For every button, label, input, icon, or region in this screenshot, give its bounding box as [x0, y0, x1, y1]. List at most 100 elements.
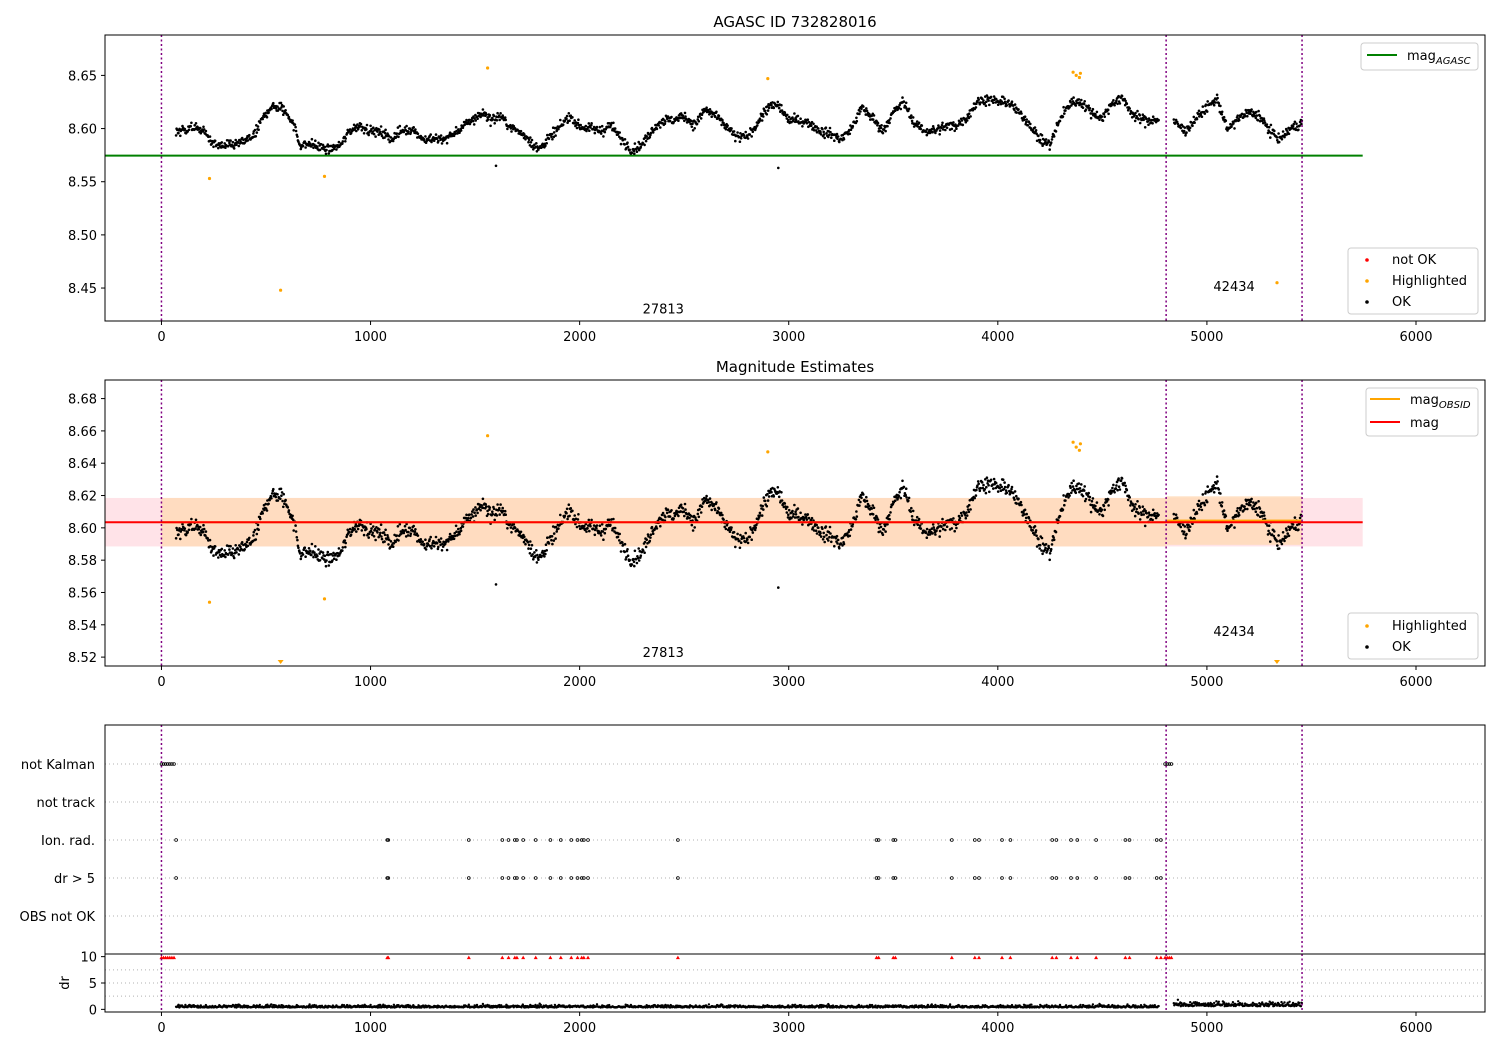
ok-points-point [976, 480, 980, 483]
ok-points-point [384, 528, 387, 532]
ok-points-point [1233, 526, 1236, 529]
ok-points-point [683, 111, 687, 115]
ok-points-point [1050, 543, 1054, 546]
ok-points-point [636, 556, 640, 560]
ok-points-point [744, 531, 747, 535]
flag-marker [512, 838, 517, 842]
ok-points-point [828, 525, 832, 529]
flag-marker [972, 876, 977, 880]
ok-points-point [600, 523, 604, 526]
ok-points-point [479, 508, 482, 512]
ok-points-point [713, 115, 717, 119]
ok-points-point [1250, 108, 1253, 111]
ok-points-point [234, 544, 237, 547]
ok-points-point [332, 557, 336, 560]
ok-points-point [1185, 532, 1188, 536]
ok-points-point [471, 515, 475, 518]
ok-points-point [482, 506, 485, 510]
ok-points-point [1239, 506, 1243, 510]
ok-points-point [797, 515, 800, 519]
ok-points-point [833, 139, 836, 142]
ok-points-point [1087, 104, 1090, 107]
ok-points-point [799, 511, 802, 515]
ok-points-point [380, 535, 383, 538]
ok-points-point [1123, 490, 1127, 494]
dr-point [269, 1005, 272, 1008]
ok-points-point [590, 518, 593, 522]
ok-points-point [994, 97, 998, 101]
ok-points-point [876, 121, 880, 125]
ok-points-point [1292, 122, 1296, 126]
ok-points-point [1133, 505, 1136, 509]
ok-points-point [412, 126, 416, 129]
ok-points-point [1025, 118, 1028, 121]
ok-points-point [327, 564, 331, 567]
ok-points-point [1112, 483, 1115, 487]
ok-points-point [527, 547, 530, 550]
ok-points-point [855, 119, 859, 123]
ok-points-point [563, 514, 567, 518]
ok-points-point [812, 129, 816, 132]
ok-points-point [537, 558, 540, 561]
ok-points-point [691, 529, 695, 532]
ok-points-point [1087, 491, 1090, 495]
flag-marker [893, 838, 898, 842]
ok-points-point [909, 116, 913, 120]
ok-points-point [183, 527, 187, 530]
ok-points-point [503, 116, 507, 119]
ok-points-point [871, 504, 875, 507]
ok-points-point [1174, 513, 1178, 516]
ok-points-point [988, 103, 991, 107]
ok-points-point [901, 479, 904, 483]
ok-points-point [335, 148, 338, 151]
ok-points-point [279, 497, 282, 501]
ok-points-point [386, 534, 389, 537]
ok-points-point [1133, 119, 1137, 123]
ok-points-point [1010, 485, 1014, 489]
ok-points-point [595, 524, 599, 527]
ok-points-point [1191, 124, 1194, 128]
ok-points-point [376, 531, 379, 534]
ok-points-point [858, 112, 861, 116]
ok-points-point [807, 516, 811, 520]
ok-points-point [829, 532, 832, 535]
legend-dot-not-ok [1365, 258, 1369, 262]
ok-points-point [974, 106, 978, 109]
ok-points-point [412, 524, 416, 528]
ok-points-point [1220, 501, 1224, 504]
ok-points-point [585, 530, 588, 533]
flag-marker [1094, 876, 1098, 880]
ok-points-point [1129, 504, 1132, 507]
ok-points-point [531, 553, 534, 556]
ok-points-point [356, 527, 360, 531]
estimates-legend-lower: Highlighted OK [1347, 612, 1479, 660]
ok-points-point [1000, 485, 1003, 489]
ok-points-point [999, 483, 1002, 487]
ok-points-point [280, 494, 283, 498]
ok-points-point [1215, 93, 1219, 97]
x-tick-label: 3000 [772, 675, 805, 690]
ok-points-point [557, 127, 560, 131]
ok-points-point [457, 527, 460, 531]
ok-points-point [1116, 488, 1119, 492]
flag-marker [1000, 876, 1004, 880]
y-tick-label: 8.68 [68, 393, 97, 408]
ok-points-point [1224, 514, 1228, 518]
ok-points-point [746, 135, 749, 138]
ok-points-point [760, 514, 764, 517]
ok-points-point [567, 503, 571, 507]
ok-points-point [619, 142, 623, 146]
x-tick-label: 5000 [1190, 675, 1223, 690]
ok-points-point [794, 513, 798, 516]
ok-points-point [728, 530, 732, 533]
y-tick-label: 8.60 [68, 123, 97, 138]
ok-points-point [541, 549, 544, 553]
flag-label-dr-gt-5: dr > 5 [54, 872, 95, 887]
flag-marker [500, 876, 505, 880]
ok-points-point [785, 511, 789, 514]
ok-points-point [633, 152, 636, 155]
ok-points-point [1285, 128, 1288, 132]
dr-point [308, 1003, 311, 1006]
ok-points-point [232, 556, 236, 560]
ok-points-point [648, 135, 652, 139]
